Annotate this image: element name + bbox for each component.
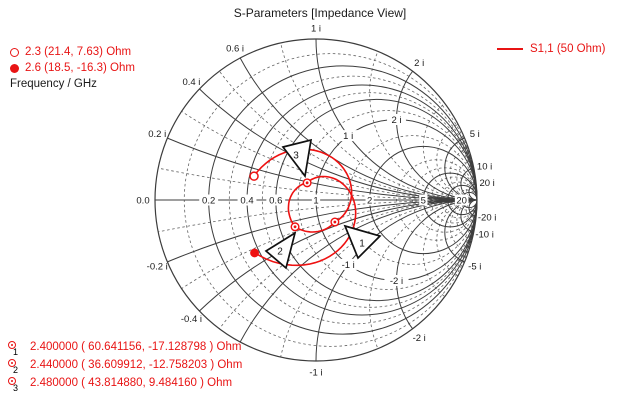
marker-flags: 1 2 3 (264, 138, 382, 270)
marker-flag-2[interactable] (264, 231, 297, 270)
rim-label--0.2i: -0.2 i (147, 262, 168, 273)
axis-label-0.6: 0.6 (269, 195, 282, 206)
open-circle-icon (10, 47, 19, 57)
rim-label--0.4i: -0.4 i (181, 314, 202, 325)
rim-label-1i: 1 i (311, 23, 321, 34)
series-legend-line-icon (497, 48, 523, 50)
marker-flag-label-2: 2 (277, 247, 283, 258)
trace-markers (249, 171, 340, 258)
marker-3-readout: 2.480000 ( 43.814880, 9.484160 ) Ohm (30, 377, 233, 389)
frequency-axis-caption: Frequency / GHz (10, 78, 97, 90)
marker-2-icon: 2 (8, 359, 30, 375)
marker-list-row: 3 2.480000 ( 43.814880, 9.484160 ) Ohm (8, 377, 242, 395)
axis-label-2: 2 (367, 195, 372, 206)
rim-label-0.2i: 0.2 i (148, 129, 166, 140)
cursor-readout-end: 2.6 (18.5, -16.3) Ohm (25, 62, 135, 74)
rim-label--10i: -10 i (475, 229, 493, 240)
rim-label-20i: 20 i (479, 178, 494, 189)
rim-label-2i: 2 i (414, 58, 424, 69)
series-legend: S1,1 (50 Ohm) (497, 43, 605, 55)
marker-number: 1 (13, 347, 19, 357)
rim-label-5i: 5 i (470, 129, 480, 140)
axis-label-0.2: 0.2 (202, 195, 215, 206)
reactance-arc (436, 119, 477, 201)
reactance-arc (468, 183, 477, 201)
axis-label-0.4: 0.4 (240, 195, 253, 206)
reactance-arc (456, 159, 477, 201)
marker-1-readout: 2.400000 ( 60.641156, -17.128798 ) Ohm (30, 341, 242, 353)
cursor-readout-row: 2.6 (18.5, -16.3) Ohm (10, 61, 135, 75)
interior-label--1i: -1 i (342, 260, 355, 271)
axis-label-0.0: 0.0 (136, 195, 149, 206)
rim-label--20i: -20 i (478, 213, 496, 224)
cursor-readout-row: 2.3 (21.4, 7.63) Ohm (10, 45, 135, 59)
axis-label-5: 5 (421, 195, 426, 206)
filled-circle-icon (10, 63, 19, 73)
rim-label--1i: -1 i (309, 367, 322, 378)
reactance-arc (208, 39, 477, 201)
reactance-arc (456, 199, 477, 241)
reactance-arc (422, 92, 477, 201)
marker-list-row: 2 2.440000 ( 36.609912, -12.758203 ) Ohm (8, 359, 242, 377)
cursor-readouts: 2.3 (21.4, 7.63) Ohm 2.6 (18.5, -16.3) O… (10, 45, 135, 93)
rim-label--5i: -5 i (468, 262, 481, 273)
trace-marker-open[interactable] (249, 171, 259, 181)
s11-trace (253, 148, 357, 267)
smith-grid-labels: 0.0 0.2 0.4 0.6 1 2 5 20 0.2 i 0.4 i 0.6 i 1 i 2 i 5 … (136, 23, 496, 378)
marker-flag-label-1: 1 (359, 239, 365, 250)
reactance-arc (155, 39, 477, 201)
marker-3-icon: 3 (8, 377, 30, 393)
marker-flag-label-3: 3 (293, 151, 299, 162)
rim-label-0.6i: 0.6 i (226, 44, 244, 55)
marker-1-icon: 1 (8, 341, 30, 357)
cursor-readout-start: 2.3 (21.4, 7.63) Ohm (25, 46, 132, 58)
series-legend-label: S1,1 (50 Ohm) (530, 43, 606, 55)
reactance-arc (436, 199, 477, 281)
rim-label--2i: -2 i (413, 333, 426, 344)
axis-label-1: 1 (313, 195, 318, 206)
reactance-arc (468, 199, 477, 217)
interior-label-2i: 2 i (391, 115, 401, 126)
trace-marker-filled[interactable] (250, 248, 259, 258)
marker-list-row: 1 2.400000 ( 60.641156, -17.128798 ) Ohm (8, 341, 242, 359)
reactance-arc (208, 199, 477, 361)
marker-2-readout: 2.440000 ( 36.609912, -12.758203 ) Ohm (30, 359, 243, 371)
marker-list: 1 2.400000 ( 60.641156, -17.128798 ) Ohm… (8, 341, 242, 395)
interior-label--2i: -2 i (390, 276, 403, 287)
page-title: S-Parameters [Impedance View] (233, 6, 407, 20)
rim-label-0.4i: 0.4 i (182, 77, 200, 88)
axis-label-20: 20 (456, 195, 467, 206)
rim-label-10i: 10 i (477, 161, 492, 172)
interior-label-1i: 1 i (343, 131, 353, 142)
marker-number: 2 (13, 365, 19, 375)
marker-flag-1[interactable] (343, 224, 382, 260)
reactance-arc (155, 39, 477, 201)
marker-flag-3[interactable] (281, 138, 313, 179)
marker-number: 3 (13, 383, 19, 393)
